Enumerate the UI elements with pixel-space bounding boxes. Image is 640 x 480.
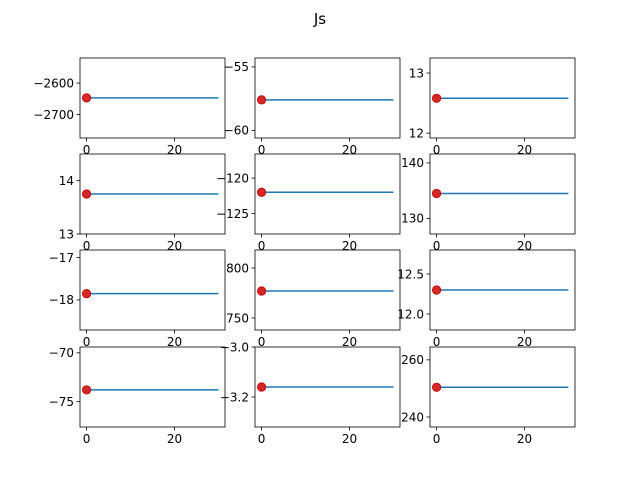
x-tick-label: 0 bbox=[433, 335, 441, 349]
y-tick-label: −17 bbox=[49, 251, 74, 265]
y-tick-label: −75 bbox=[49, 395, 74, 409]
x-tick-label: 0 bbox=[433, 239, 441, 253]
x-tick-label: 0 bbox=[258, 143, 266, 157]
y-tick-label: −60 bbox=[224, 124, 249, 138]
x-tick-label: 0 bbox=[83, 143, 91, 157]
y-tick-label: 13 bbox=[409, 66, 424, 80]
x-tick-label: 0 bbox=[433, 432, 441, 446]
y-tick-label: 12.5 bbox=[397, 267, 424, 281]
x-tick-label: 0 bbox=[258, 335, 266, 349]
y-tick-label: −70 bbox=[49, 346, 74, 360]
x-tick-label: 20 bbox=[517, 143, 532, 157]
axes-frame bbox=[254, 153, 401, 235]
x-tick-label: 20 bbox=[167, 239, 182, 253]
x-tick-label: 0 bbox=[258, 432, 266, 446]
y-tick-label: −18 bbox=[49, 293, 74, 307]
x-tick-label: 20 bbox=[517, 239, 532, 253]
subplot-11: 0 20 −3.0 −3.2 bbox=[220, 340, 401, 446]
x-tick-label: 20 bbox=[167, 143, 182, 157]
subplot-10: 0 20 −70 −75 bbox=[49, 346, 226, 446]
axes-frame bbox=[254, 249, 401, 331]
subplot-8: 0 20 800 750 bbox=[226, 249, 401, 349]
subplot-12: 0 20 260 240 bbox=[401, 346, 576, 446]
data-point-marker bbox=[256, 95, 267, 105]
y-tick-label: 240 bbox=[401, 410, 424, 424]
axes-frame bbox=[429, 249, 576, 331]
axes-frame bbox=[79, 249, 226, 331]
y-tick-label: 12 bbox=[409, 126, 424, 140]
data-point-marker bbox=[81, 385, 92, 395]
x-tick-label: 20 bbox=[342, 335, 357, 349]
x-tick-label: 0 bbox=[83, 432, 91, 446]
data-point-marker bbox=[431, 188, 442, 199]
data-point-marker bbox=[256, 382, 267, 392]
data-point-marker bbox=[256, 286, 267, 296]
data-point-marker bbox=[431, 93, 442, 103]
x-tick-label: 0 bbox=[83, 239, 91, 253]
subplot-2: 0 20 −55 −60 bbox=[224, 57, 401, 157]
x-tick-label: 20 bbox=[342, 143, 357, 157]
axes-frame bbox=[79, 346, 226, 428]
axes-frame bbox=[254, 57, 401, 139]
x-tick-label: 20 bbox=[517, 335, 532, 349]
data-point-marker bbox=[81, 189, 92, 199]
subplot-4: 0 20 14 13 bbox=[59, 153, 226, 253]
data-point-marker bbox=[256, 187, 267, 197]
y-tick-label: −3.2 bbox=[220, 390, 249, 404]
axes-frame bbox=[79, 153, 226, 235]
x-tick-label: 20 bbox=[517, 432, 532, 446]
x-tick-label: 0 bbox=[258, 239, 266, 253]
x-tick-label: 20 bbox=[167, 432, 182, 446]
axes-frame bbox=[254, 346, 401, 428]
y-tick-label: −2700 bbox=[33, 108, 74, 122]
y-tick-label: 260 bbox=[401, 353, 424, 367]
x-tick-label: 0 bbox=[433, 143, 441, 157]
x-tick-label: 0 bbox=[83, 335, 91, 349]
data-point-marker bbox=[81, 93, 92, 103]
y-tick-label: −125 bbox=[216, 207, 249, 221]
x-tick-label: 20 bbox=[342, 432, 357, 446]
y-tick-label: −2600 bbox=[33, 76, 74, 90]
y-tick-label: 750 bbox=[226, 311, 249, 325]
y-tick-label: 13 bbox=[59, 227, 74, 241]
y-tick-label: 800 bbox=[226, 261, 249, 275]
y-tick-label: 140 bbox=[401, 156, 424, 170]
data-point-marker bbox=[81, 288, 92, 299]
y-tick-label: −55 bbox=[224, 60, 249, 74]
x-tick-label: 20 bbox=[167, 335, 182, 349]
axes-frame bbox=[429, 153, 576, 235]
data-point-marker bbox=[431, 285, 442, 295]
axes-frame bbox=[79, 57, 226, 139]
subplot-3: 0 20 13 12 bbox=[409, 57, 576, 157]
axes-frame bbox=[429, 57, 576, 139]
y-tick-label: −3.0 bbox=[220, 340, 249, 354]
x-tick-label: 20 bbox=[342, 239, 357, 253]
y-tick-label: −120 bbox=[216, 171, 249, 185]
figure-title: Js bbox=[313, 10, 326, 28]
y-tick-label: 14 bbox=[59, 174, 74, 188]
subplot-1: 0 20 −2600 −2700 bbox=[33, 57, 226, 157]
y-tick-label: 12.0 bbox=[397, 307, 424, 321]
axes-frame bbox=[429, 346, 576, 428]
subplot-6: 0 20 140 130 bbox=[401, 153, 576, 253]
y-tick-label: 130 bbox=[401, 212, 424, 226]
data-point-marker bbox=[431, 382, 442, 392]
subplot-9: 0 20 12.5 12.0 bbox=[397, 249, 576, 349]
subplot-5: 0 20 −120 −125 bbox=[216, 153, 401, 253]
subplot-7: 0 20 −17 −18 bbox=[49, 249, 226, 349]
